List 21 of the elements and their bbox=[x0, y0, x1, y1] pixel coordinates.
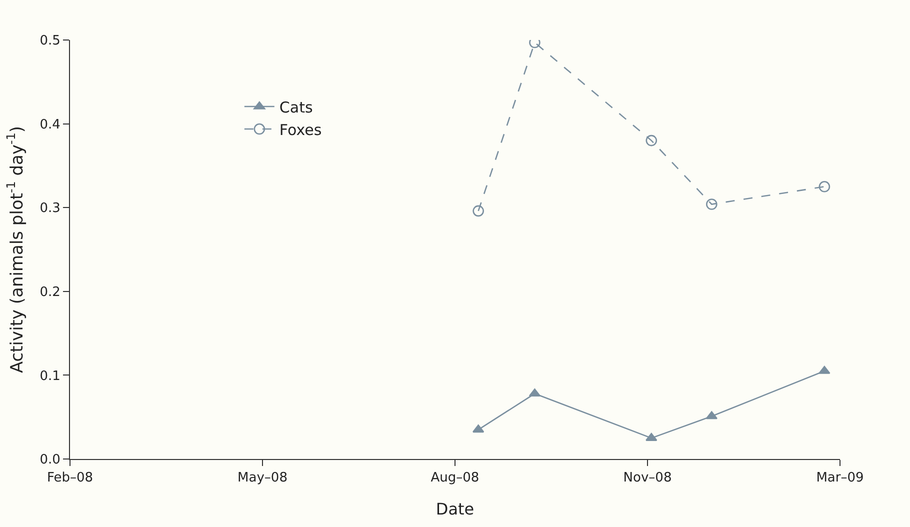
y-tick-label: 0.0 bbox=[40, 452, 60, 468]
y-tick-label: 0.1 bbox=[40, 368, 60, 384]
y-tick-label: 0.5 bbox=[40, 34, 60, 49]
point bbox=[472, 205, 484, 217]
legend-label: Foxes bbox=[279, 120, 322, 139]
x-tick-label: Feb–08 bbox=[46, 470, 94, 486]
x-axis-title: Date bbox=[436, 499, 474, 518]
y-tick-label: 0.2 bbox=[40, 284, 60, 300]
point bbox=[646, 134, 658, 146]
point bbox=[528, 388, 541, 397]
point bbox=[818, 181, 830, 192]
x-tick-label: Nov–08 bbox=[623, 470, 672, 486]
point bbox=[646, 432, 658, 441]
x-tick-label: Aug–08 bbox=[430, 470, 480, 486]
x-tick-label: Mar–09 bbox=[816, 470, 864, 486]
point bbox=[818, 366, 830, 374]
point bbox=[706, 198, 718, 210]
legend-label: Cats bbox=[279, 98, 313, 116]
x-tick-label: May–08 bbox=[238, 470, 288, 486]
y-tick-label: 0.3 bbox=[40, 201, 60, 216]
y-tick-label: 0.4 bbox=[40, 117, 60, 132]
